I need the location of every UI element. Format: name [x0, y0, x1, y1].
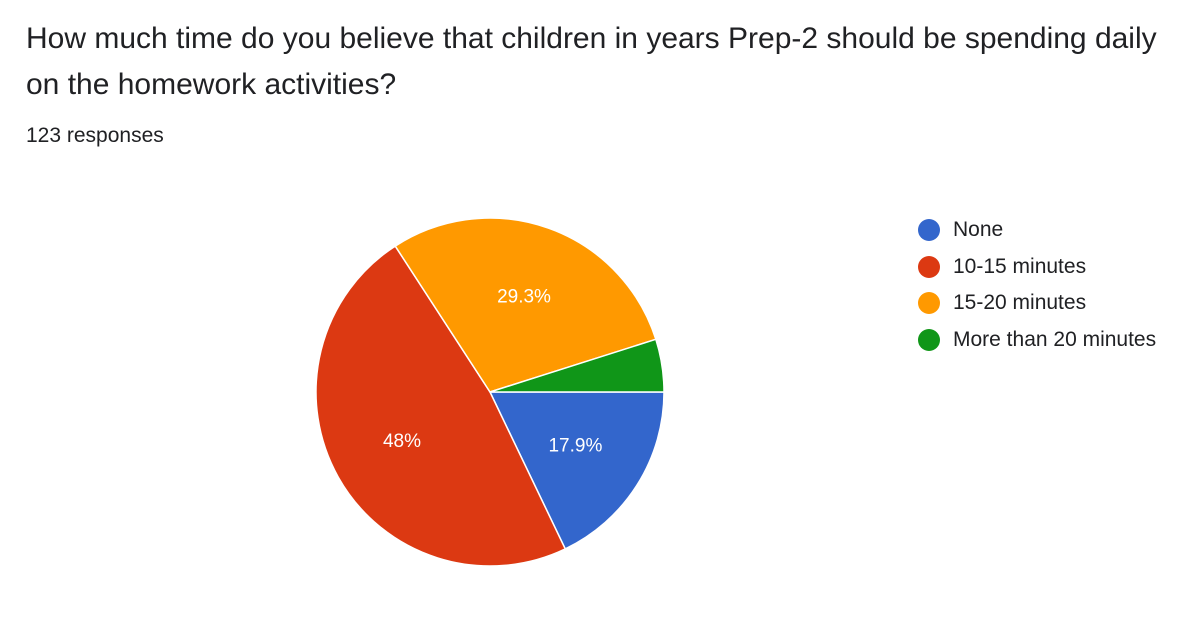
pie-slice-none[interactable]: [488, 391, 665, 550]
pie-slice-label: 29.3%: [497, 286, 551, 307]
legend-label: More than 20 minutes: [953, 327, 1157, 351]
pie-chart: 17.9% 48% 29.3%: [315, 217, 665, 567]
legend-item[interactable]: 15-20 minutes: [918, 285, 1156, 322]
legend-swatch: [918, 255, 940, 278]
legend-swatch: [918, 328, 940, 351]
legend-item[interactable]: 10-15 minutes: [918, 249, 1156, 286]
legend-swatch: [918, 292, 940, 315]
pie-slice-label: 17.9%: [548, 435, 602, 456]
pie-slice-15-20-minutes[interactable]: [394, 217, 657, 393]
legend-label: 15-20 minutes: [953, 291, 1087, 315]
response-count: 123 responses: [26, 124, 164, 147]
pie-slice-label: 48%: [383, 431, 421, 452]
legend-item[interactable]: More than 20 minutes: [918, 322, 1156, 359]
pie-slice-more-than-20-minutes[interactable]: [489, 338, 665, 393]
chart-legend: None 10-15 minutes 15-20 minutes More than …: [918, 212, 1156, 358]
legend-item[interactable]: None: [918, 212, 1156, 249]
legend-label: None: [953, 218, 1004, 242]
question-title: How much time do you believe that childr…: [26, 22, 1157, 101]
pie-slice-10-15-minutes[interactable]: [315, 245, 567, 567]
legend-label: 10-15 minutes: [953, 254, 1087, 278]
legend-swatch: [918, 219, 940, 242]
